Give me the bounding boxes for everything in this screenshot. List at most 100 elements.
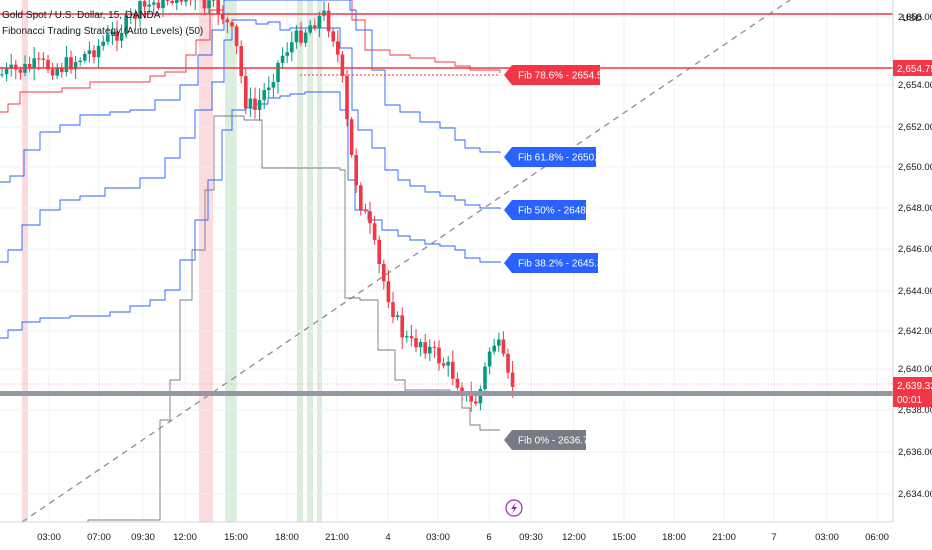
time-tick: 03:00 [815, 532, 839, 543]
candle-body [119, 32, 124, 41]
candle-body [313, 25, 317, 29]
candle-body [18, 69, 23, 73]
fib-label-text: Fib 50% - 2648.025 [518, 206, 606, 217]
candle-body [216, 0, 220, 14]
candle-body [267, 87, 271, 91]
time-tick: 12:00 [173, 532, 197, 543]
price-tick: 2,638.000 [898, 405, 932, 416]
candle-body [299, 30, 303, 43]
candle-body [50, 69, 55, 76]
currency-label: USD [902, 13, 922, 24]
time-tick: 09:30 [131, 532, 155, 543]
candle-body [497, 339, 501, 346]
trend-line [21, 0, 791, 523]
candle-body [234, 26, 239, 47]
time-tick: 09:30 [519, 532, 543, 543]
time-tick: 03:00 [426, 532, 450, 543]
price-tag-upper-bg [893, 60, 932, 76]
candle-body [487, 351, 492, 367]
candle-body [451, 361, 455, 379]
candle-body [336, 41, 340, 55]
candle-body [14, 64, 18, 70]
candle-body [326, 10, 331, 32]
candle-body [32, 58, 36, 69]
fib-label-1[interactable]: Fib 61.8% - 2650.69652 [504, 147, 625, 167]
time-tick: 03:00 [37, 532, 61, 543]
candle-body [483, 366, 487, 390]
candle-body [221, 13, 225, 20]
candle-body [152, 2, 156, 5]
candle-body [395, 315, 400, 318]
candle-body [345, 76, 349, 120]
time-tick: 12:00 [562, 532, 586, 543]
candle-body [37, 58, 41, 60]
candle-body [428, 346, 432, 354]
candle-body [432, 346, 437, 348]
indicator-title[interactable]: Fibonacci Trading Strategy (Auto Levels)… [2, 26, 204, 37]
price-tick: 2,644.000 [898, 286, 932, 297]
time-tick: 15:00 [612, 532, 636, 543]
candle-body [418, 342, 423, 348]
time-tick: 18:00 [275, 532, 299, 543]
price-tick: 2,652.000 [898, 122, 932, 133]
candle-body [161, 0, 165, 8]
candle-body [285, 52, 289, 56]
candle-body [202, 0, 207, 9]
candle-body [184, 0, 188, 2]
fib-level-lines [0, 0, 501, 523]
highlight-band [199, 0, 213, 522]
candle-body [510, 372, 515, 387]
fib-line-382 [0, 91, 501, 339]
candle-body [110, 31, 115, 35]
price-tick: 2,642.000 [898, 326, 932, 337]
price-tick: 2,650.000 [898, 162, 932, 173]
candle-body [400, 315, 404, 338]
fib-label-0[interactable]: Fib 78.6% - 2654.50004 [504, 65, 625, 85]
candle-body [170, 0, 174, 3]
candle-body [138, 1, 142, 19]
candle-body [96, 45, 101, 58]
candle-body [469, 393, 473, 402]
price-tick: 2,634.000 [898, 489, 932, 500]
candle-body [179, 0, 184, 2]
fib-line-500 [0, 19, 501, 263]
candle-body [349, 119, 354, 155]
candle-body [92, 50, 96, 58]
candle-body [391, 302, 395, 318]
candle-body [0, 74, 4, 76]
highlight-band [317, 0, 322, 522]
candle-body [322, 10, 326, 16]
candle-body [354, 154, 358, 186]
candle-body [257, 100, 262, 110]
lightning-icon [505, 499, 523, 517]
candle-body [175, 0, 179, 3]
countdown-label: 00:01 [897, 395, 922, 406]
fib-label-tag [504, 65, 600, 85]
time-tick: 6 [486, 532, 491, 543]
symbol-title[interactable]: Gold Spot / U.S. Dollar, 15, OANDA [2, 10, 161, 21]
candle-body [60, 68, 64, 73]
candle-body [124, 15, 128, 33]
candle-body [101, 41, 105, 46]
candle-body [317, 15, 322, 29]
fib-label-2[interactable]: Fib 50% - 2648.025 [504, 200, 606, 220]
candle-body [377, 239, 381, 265]
fib-label-text: Fib 61.8% - 2650.69652 [518, 153, 625, 164]
candle-body [290, 42, 294, 53]
fib-label-3[interactable]: Fib 38.2% - 2645.35348 [504, 253, 625, 273]
candle-body [225, 19, 230, 23]
candle-body [244, 76, 248, 109]
time-tick: 21:00 [712, 532, 736, 543]
highlight-band [297, 0, 303, 522]
candle-body [55, 68, 59, 76]
candle-body [46, 59, 50, 70]
fib-label-text: Fib 0% - 2636.705 [518, 436, 600, 447]
price-tick: 2,640.000 [898, 364, 932, 375]
candle-body [441, 363, 446, 366]
price-tag-upper: 2,654.758 [897, 64, 932, 75]
fib-label-4[interactable]: Fib 0% - 2636.705 [504, 430, 600, 450]
candle-body [340, 54, 345, 77]
candle-body [368, 211, 372, 224]
